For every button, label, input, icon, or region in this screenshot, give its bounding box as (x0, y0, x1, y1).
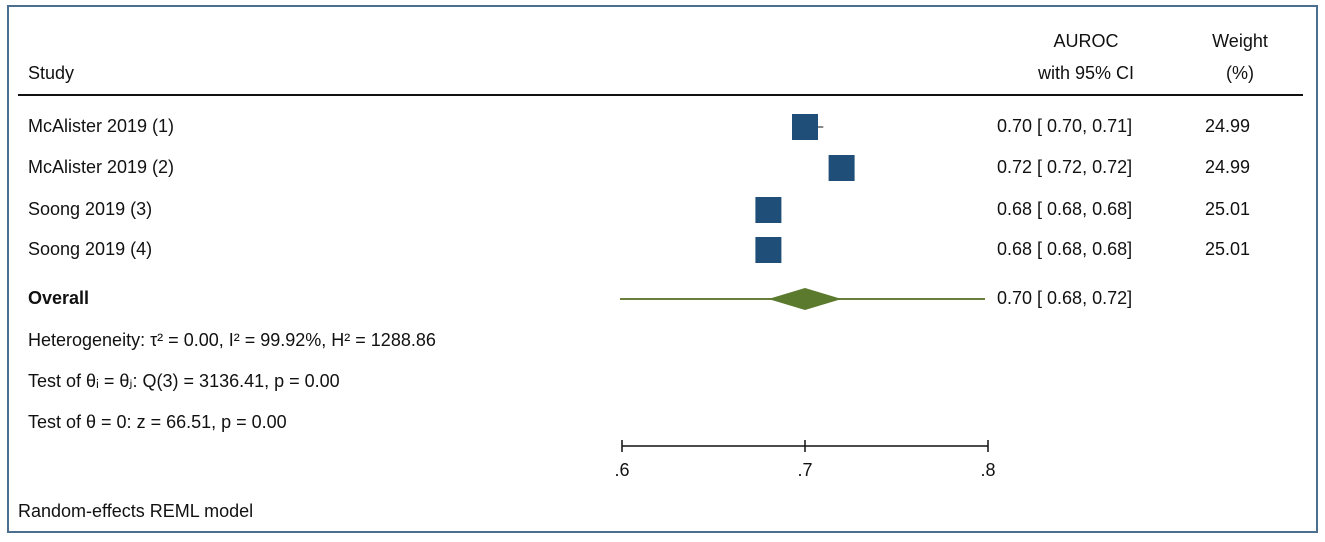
frame (7, 5, 1318, 533)
x-tick-label: .8 (980, 460, 995, 480)
study-marker (792, 114, 818, 140)
effect-label: 0.68 [ 0.68, 0.68] (997, 199, 1132, 219)
study-header: Study (28, 63, 74, 83)
weight-label: 25.01 (1205, 199, 1250, 219)
effect-label: 0.72 [ 0.72, 0.72] (997, 157, 1132, 177)
study-name: McAlister 2019 (1) (28, 116, 174, 136)
effect-header: with 95% CI (1037, 63, 1134, 83)
study-marker (755, 237, 782, 263)
note: Test of θ = 0: z = 66.51, p = 0.00 (28, 412, 287, 432)
effect-header: AUROC (1053, 31, 1118, 51)
x-tick-label: .6 (614, 460, 629, 480)
overall-label: Overall (28, 288, 89, 308)
study-name: Soong 2019 (4) (28, 239, 152, 259)
overall-diamond (768, 288, 842, 310)
effect-label: 0.70 [ 0.70, 0.71] (997, 116, 1132, 136)
study-marker (828, 155, 855, 181)
study-name: McAlister 2019 (2) (28, 157, 174, 177)
effect-label: 0.68 [ 0.68, 0.68] (997, 239, 1132, 259)
weight-header: (%) (1226, 63, 1254, 83)
weight-label: 24.99 (1205, 157, 1250, 177)
weight-label: 25.01 (1205, 239, 1250, 259)
study-name: Soong 2019 (3) (28, 199, 152, 219)
note: Test of θᵢ = θⱼ: Q(3) = 3136.41, p = 0.0… (28, 371, 340, 391)
footer: Random-effects REML model (18, 501, 253, 521)
study-marker (755, 197, 782, 223)
x-tick-label: .7 (797, 460, 812, 480)
overall-effect: 0.70 [ 0.68, 0.72] (997, 288, 1132, 308)
note: Heterogeneity: τ² = 0.00, I² = 99.92%, H… (28, 330, 436, 350)
weight-header: Weight (1212, 31, 1268, 51)
weight-label: 24.99 (1205, 116, 1250, 136)
